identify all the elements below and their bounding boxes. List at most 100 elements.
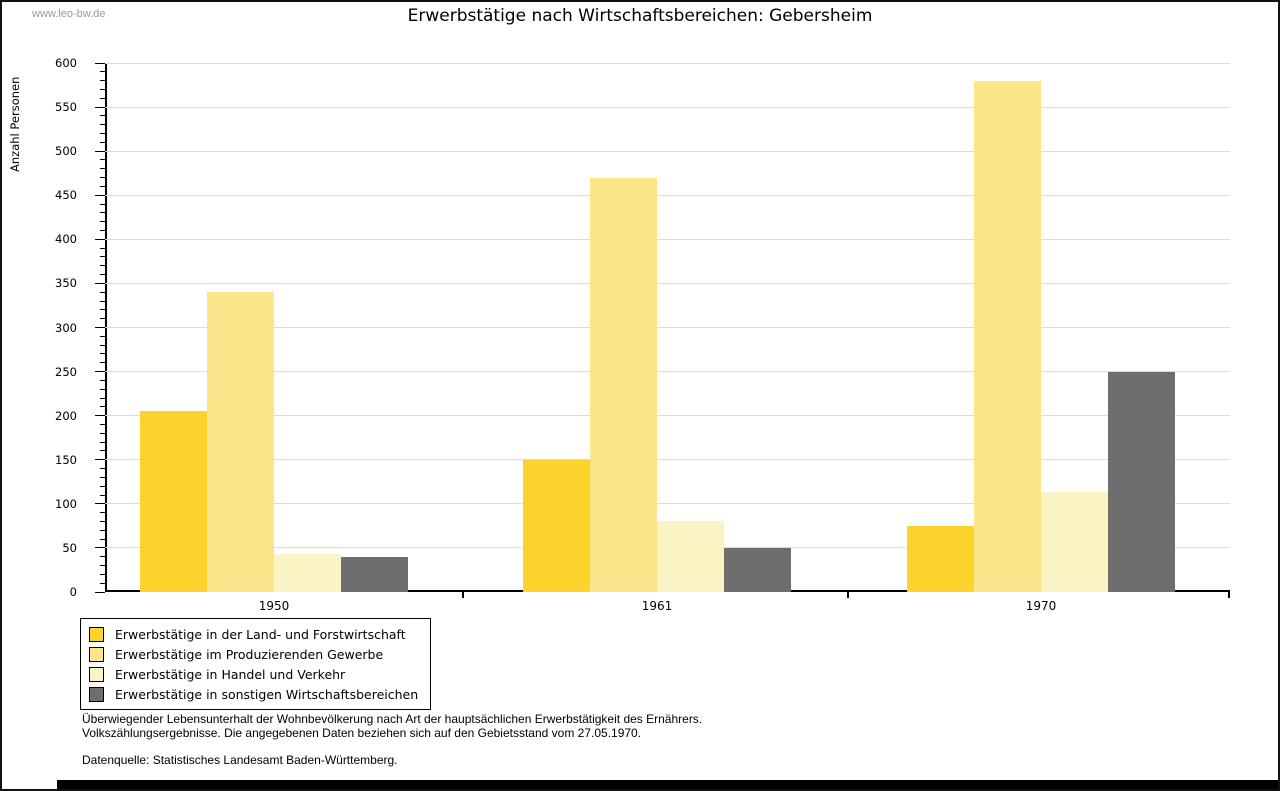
bar xyxy=(140,411,207,592)
y-axis-tick-label: 450 xyxy=(55,188,77,203)
bar xyxy=(724,548,791,592)
y-axis-minor-tick xyxy=(100,538,105,540)
legend-swatch xyxy=(89,646,104,662)
y-axis-tick-label: 300 xyxy=(55,320,77,335)
y-axis-minor-tick xyxy=(100,230,105,232)
y-axis-minor-tick xyxy=(100,450,105,452)
y-axis-minor-tick xyxy=(100,203,105,205)
y-axis-tick-label: 100 xyxy=(55,496,77,511)
gridline xyxy=(105,459,1230,461)
y-axis-major-tick xyxy=(95,282,105,284)
y-axis-minor-tick xyxy=(100,432,105,434)
x-axis-tick xyxy=(462,592,464,598)
y-axis-tick-label: 600 xyxy=(55,56,77,70)
legend-item: Erwerbstätige in sonstigen Wirtschaftsbe… xyxy=(89,684,418,704)
y-axis-tick-label: 400 xyxy=(55,232,77,247)
y-axis-minor-tick xyxy=(100,247,105,249)
y-axis-tick-label: 150 xyxy=(55,452,77,467)
bar xyxy=(274,554,341,592)
y-axis-minor-tick xyxy=(100,520,105,522)
y-axis-minor-tick xyxy=(100,406,105,408)
y-axis-major-tick xyxy=(95,459,105,461)
legend-label: Erwerbstätige in der Land- und Forstwirt… xyxy=(115,626,406,642)
bar xyxy=(1108,372,1175,592)
legend-swatch xyxy=(89,666,104,682)
y-axis-minor-tick xyxy=(100,556,105,558)
y-axis-minor-tick xyxy=(100,177,105,179)
y-axis-minor-tick xyxy=(100,353,105,355)
y-axis-minor-tick xyxy=(100,212,105,214)
y-axis-minor-tick xyxy=(100,168,105,170)
legend-label: Erwerbstätige im Produzierenden Gewerbe xyxy=(115,646,384,662)
x-axis-category-label: 1950 xyxy=(258,599,290,613)
gridline xyxy=(105,238,1230,240)
footnote-line: Volkszählungsergebnisse. Die angegebenen… xyxy=(82,726,642,740)
gridline xyxy=(105,503,1230,505)
legend-swatch xyxy=(89,686,104,702)
y-axis-tick-label: 200 xyxy=(55,408,77,423)
gridline xyxy=(105,327,1230,328)
y-axis-minor-tick xyxy=(100,318,105,320)
y-axis-minor-tick xyxy=(100,573,105,575)
y-axis-major-tick xyxy=(95,238,105,240)
bar xyxy=(1041,492,1108,592)
y-axis-major-tick xyxy=(95,106,105,108)
watermark-leo-bw: www.leo-bw.de xyxy=(32,8,106,20)
y-axis-major-tick xyxy=(95,62,105,64)
bar xyxy=(523,460,590,592)
y-axis-major-tick xyxy=(95,415,105,417)
x-axis-category-label: 1970 xyxy=(1025,599,1057,613)
y-axis-minor-tick xyxy=(100,335,105,337)
y-axis-minor-tick xyxy=(100,185,105,187)
y-axis-minor-tick xyxy=(100,291,105,293)
y-axis-minor-tick xyxy=(100,300,105,302)
y-axis-major-tick xyxy=(95,591,105,593)
gridline xyxy=(105,194,1230,196)
x-axis-tick xyxy=(1228,592,1230,598)
y-axis-minor-tick xyxy=(100,379,105,381)
y-axis-minor-tick xyxy=(100,362,105,364)
gridline xyxy=(105,62,1230,64)
y-axis-major-tick xyxy=(95,371,105,373)
y-axis-minor-tick xyxy=(100,265,105,267)
y-axis-tick-label: 50 xyxy=(62,540,77,555)
y-axis-minor-tick xyxy=(100,309,105,311)
bar xyxy=(207,292,274,592)
gridline xyxy=(105,415,1230,417)
y-axis-minor-tick xyxy=(100,397,105,399)
y-axis-minor-tick xyxy=(100,565,105,567)
x-axis-category-label: 1961 xyxy=(641,599,673,613)
y-axis-minor-tick xyxy=(100,88,105,90)
y-axis-minor-tick xyxy=(100,133,105,135)
y-axis-minor-tick xyxy=(100,159,105,161)
y-axis-major-tick xyxy=(95,547,105,549)
footnote-line: Überwiegender Lebensunterhalt der Wohnbe… xyxy=(82,712,703,726)
y-axis-minor-tick xyxy=(100,115,105,117)
y-axis-minor-tick xyxy=(100,344,105,346)
y-axis-minor-tick xyxy=(100,80,105,82)
y-axis-major-tick xyxy=(95,150,105,152)
y-axis-minor-tick xyxy=(100,97,105,99)
y-axis-major-tick xyxy=(95,194,105,196)
y-axis-minor-tick xyxy=(100,388,105,390)
y-axis-minor-tick xyxy=(100,256,105,258)
y-axis-minor-tick xyxy=(100,141,105,143)
gridline xyxy=(105,106,1230,108)
y-axis-minor-tick xyxy=(100,512,105,514)
x-axis-tick xyxy=(847,592,849,598)
bar xyxy=(341,557,408,592)
legend-item: Erwerbstätige in der Land- und Forstwirt… xyxy=(89,624,418,644)
footnote-source: Datenquelle: Statistisches Landesamt Bad… xyxy=(82,753,398,767)
y-axis-minor-tick xyxy=(100,476,105,478)
y-axis-minor-tick xyxy=(100,124,105,126)
bar xyxy=(590,178,657,592)
y-axis-major-tick xyxy=(95,503,105,505)
y-axis-minor-tick xyxy=(100,468,105,470)
y-axis-minor-tick xyxy=(100,441,105,443)
gridline xyxy=(105,371,1230,373)
y-axis-minor-tick xyxy=(100,529,105,531)
y-axis-tick-label: 500 xyxy=(55,144,77,159)
legend-item: Erwerbstätige im Produzierenden Gewerbe xyxy=(89,644,418,664)
y-axis-label: Anzahl Personen xyxy=(8,76,22,172)
